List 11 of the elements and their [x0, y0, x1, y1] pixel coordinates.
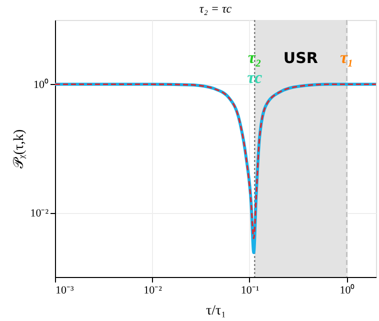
ref-line-label: τ₂ [248, 48, 262, 67]
annotation: τc [247, 68, 263, 87]
x-tick-label: 10⁰ [340, 284, 355, 296]
x-tick-label: 10⁻² [144, 284, 163, 296]
x-tick-label: 10⁻³ [56, 284, 74, 296]
band-label: USR [283, 49, 318, 67]
x-tick-label: 10⁻¹ [240, 284, 260, 296]
y-axis-title: 𝒫ᵪ(τ,k) [12, 128, 28, 169]
x-axis-title: τ/τ₁ [206, 304, 226, 318]
ref-line-label: τ₁ [340, 48, 354, 67]
chart-title: τ₂ = τc [199, 1, 232, 16]
